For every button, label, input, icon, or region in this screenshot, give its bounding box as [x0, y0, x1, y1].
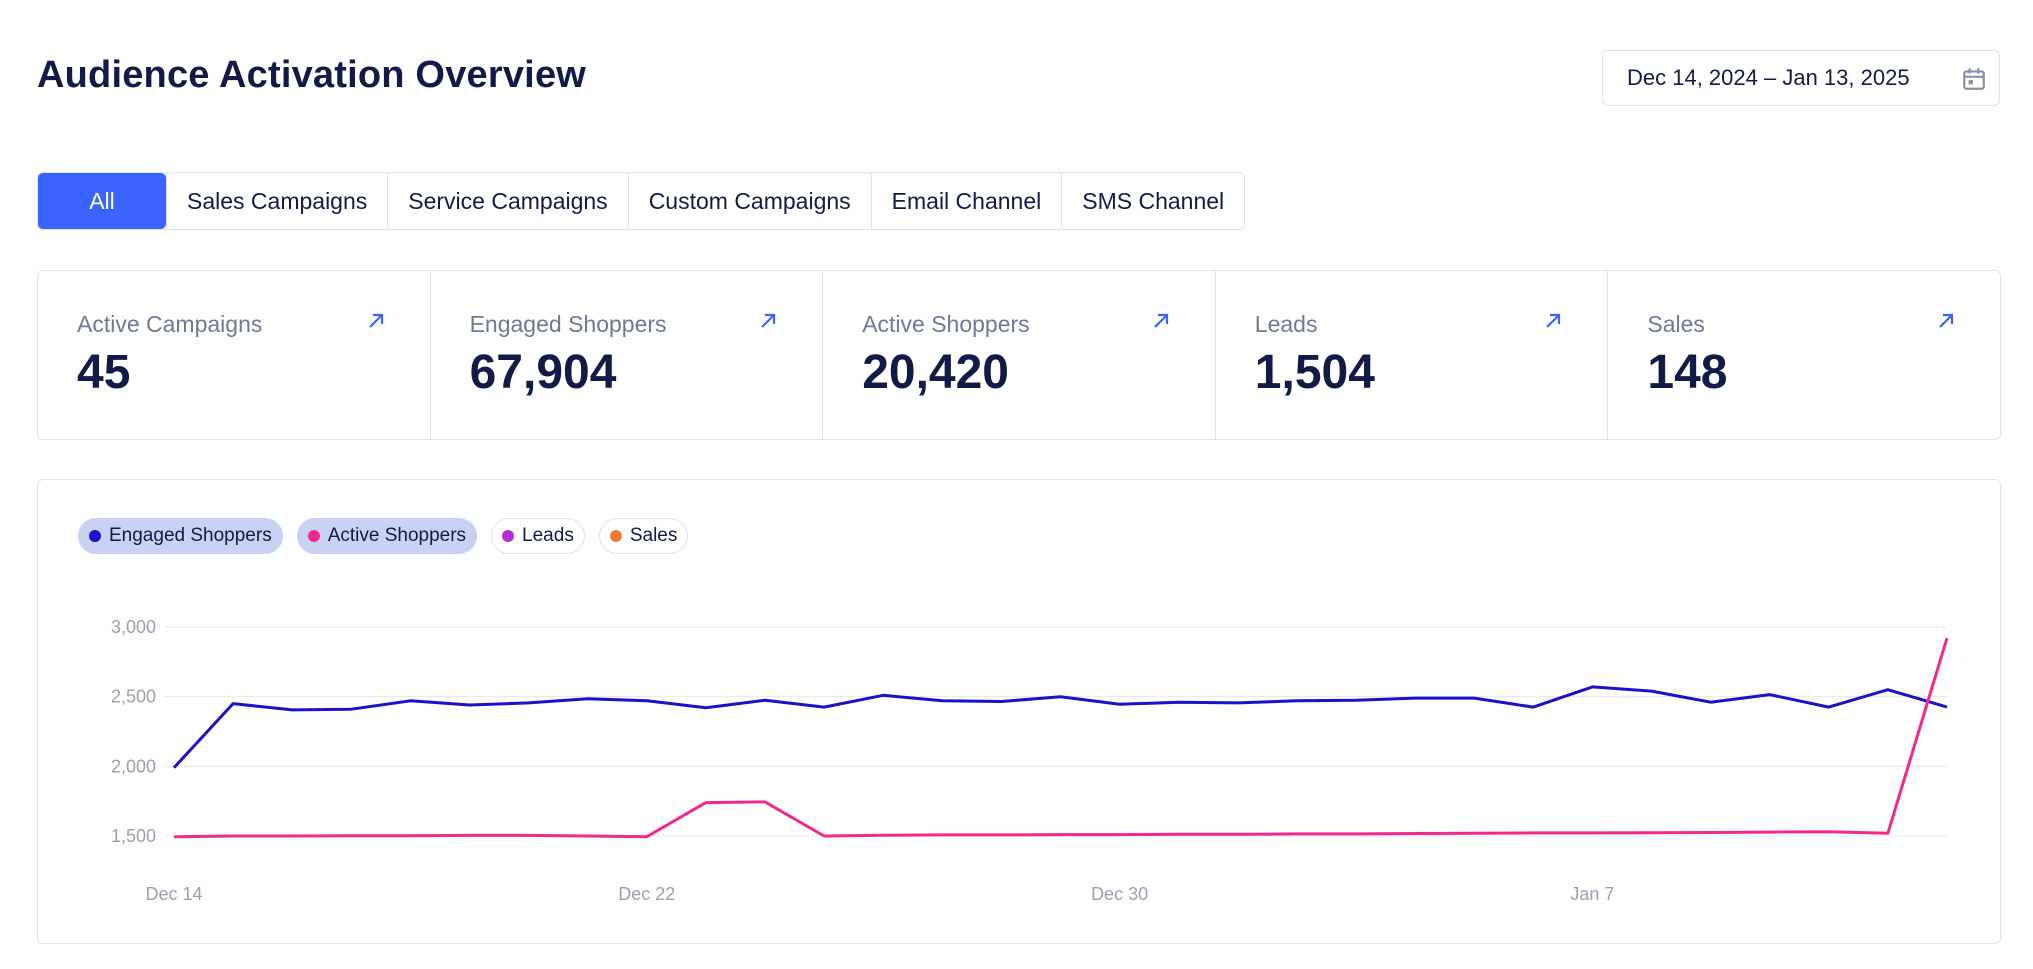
legend-label: Engaged Shoppers — [109, 525, 272, 546]
line-chart: 1,500 2,000 2,500 3,000 Dec 14 Dec 22 Dec 30 Ja… — [111, 617, 1949, 904]
legend-dot-icon — [89, 530, 101, 542]
x-tick-label: Jan 7 — [1570, 884, 1614, 904]
kpi-card-active-campaigns[interactable]: Active Campaigns 45 — [38, 271, 430, 439]
y-tick-label: 2,000 — [111, 756, 156, 776]
x-tick-label: Dec 22 — [618, 884, 675, 904]
arrow-up-right-icon[interactable] — [366, 311, 386, 331]
kpi-card-engaged-shoppers[interactable]: Engaged Shoppers 67,904 — [429, 271, 823, 439]
kpi-label: Active Shoppers — [862, 311, 1030, 337]
kpi-row: Active Campaigns 45 Engaged Shoppers 67,… — [37, 270, 2001, 440]
arrow-up-right-icon[interactable] — [1151, 311, 1171, 331]
kpi-value: 1,504 — [1254, 346, 1375, 399]
legend-chip-leads[interactable]: Leads — [491, 518, 585, 554]
calendar-icon[interactable] — [1961, 66, 1987, 92]
kpi-card-active-shoppers[interactable]: Active Shoppers 20,420 — [822, 271, 1215, 439]
kpi-value: 148 — [1647, 346, 1728, 399]
y-tick-label: 2,500 — [111, 687, 156, 707]
y-tick-label: 3,000 — [111, 617, 156, 637]
kpi-value: 45 — [77, 346, 131, 399]
kpi-card-sales[interactable]: Sales 148 — [1607, 271, 2000, 439]
arrow-up-right-icon[interactable] — [758, 311, 778, 331]
legend-label: Leads — [522, 525, 574, 546]
legend-chip-active-shoppers[interactable]: Active Shoppers — [296, 518, 478, 554]
tab-email-channel[interactable]: Email Channel — [870, 173, 1062, 229]
arrow-up-right-icon[interactable] — [1543, 311, 1563, 331]
tab-sms-channel[interactable]: SMS Channel — [1061, 173, 1244, 229]
legend-chip-engaged-shoppers[interactable]: Engaged Shoppers — [78, 518, 283, 554]
kpi-label: Active Campaigns — [77, 311, 263, 337]
tab-service-campaigns[interactable]: Service Campaigns — [387, 173, 627, 229]
date-range-text: Dec 14, 2024 – Jan 13, 2025 — [1627, 65, 1910, 90]
campaign-tabs: All Sales Campaigns Service Campaigns Cu… — [37, 172, 1246, 230]
chart-legend: Engaged Shoppers Active Shoppers Leads S… — [78, 518, 689, 554]
page-title: Audience Activation Overview — [37, 54, 587, 96]
legend-chip-sales[interactable]: Sales — [598, 518, 689, 554]
legend-dot-icon — [502, 530, 515, 542]
legend-dot-icon — [609, 530, 622, 542]
legend-label: Sales — [629, 525, 678, 546]
legend-label: Active Shoppers — [327, 525, 467, 546]
kpi-value: 20,420 — [862, 346, 1009, 399]
kpi-label: Leads — [1254, 311, 1318, 337]
arrow-up-right-icon[interactable] — [1936, 311, 1956, 331]
tab-sales-campaigns[interactable]: Sales Campaigns — [166, 173, 387, 229]
legend-dot-icon — [307, 530, 320, 542]
series-line-engaged-shoppers — [172, 685, 1948, 769]
kpi-value: 67,904 — [469, 346, 617, 399]
date-range-picker[interactable]: Dec 14, 2024 – Jan 13, 2025 — [1602, 50, 2000, 106]
x-tick-label: Dec 30 — [1091, 884, 1148, 904]
chart-card: Engaged Shoppers Active Shoppers Leads S… — [37, 479, 2001, 944]
kpi-label: Sales — [1647, 311, 1705, 337]
x-tick-label: Dec 14 — [145, 884, 202, 904]
tab-custom-campaigns[interactable]: Custom Campaigns — [627, 173, 871, 229]
kpi-card-leads[interactable]: Leads 1,504 — [1214, 271, 1608, 439]
tab-all[interactable]: All — [38, 173, 166, 229]
y-tick-label: 1,500 — [111, 826, 156, 846]
kpi-label: Engaged Shoppers — [469, 311, 667, 337]
series-line-active-shoppers — [173, 637, 1949, 839]
